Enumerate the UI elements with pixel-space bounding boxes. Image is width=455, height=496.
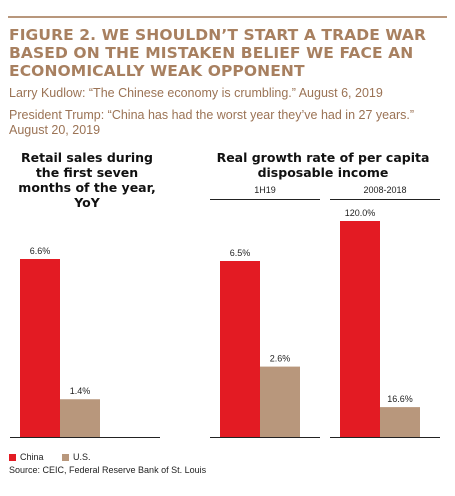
data-label-income-2008-2018-china: 120.0% <box>345 208 376 218</box>
source-note: Source: CEIC, Federal Reserve Bank of St… <box>9 465 207 475</box>
group-rule-2008-2018 <box>330 199 440 200</box>
group-label-1h19: 1H19 <box>254 185 276 195</box>
figure-title: FIGURE 2. WE SHOULDN’T START A TRADE WAR… <box>9 26 427 80</box>
legend-us-label: U.S. <box>73 452 91 462</box>
data-label-retail-china: 6.6% <box>30 246 51 256</box>
data-label-income-2008-2018-us: 16.6% <box>387 394 413 404</box>
legend-us: U.S. <box>62 452 91 462</box>
legend-china-label: China <box>20 452 44 462</box>
legend-china: China <box>9 452 44 462</box>
bar-income-1h19-china <box>220 261 260 437</box>
data-label-income-1h19-china: 6.5% <box>230 248 251 258</box>
group-rule-1h19 <box>210 199 320 200</box>
data-label-retail-us: 1.4% <box>70 386 91 396</box>
trump-quote: President Trump: “China has had the wors… <box>9 108 415 137</box>
legend-china-swatch <box>9 454 16 461</box>
bar-retail-us <box>60 399 100 437</box>
top-rule <box>8 16 447 18</box>
bar-income-2008-2018-us <box>380 407 420 437</box>
kudlow-quote: Larry Kudlow: “The Chinese economy is cr… <box>9 86 383 100</box>
bar-income-1h19-us <box>260 366 300 437</box>
legend-us-swatch <box>62 454 69 461</box>
group-label-2008-2018: 2008-2018 <box>363 185 407 195</box>
bar-retail-china <box>20 259 60 437</box>
income-panel-title: Real growth rate of per capita disposabl… <box>216 150 430 180</box>
data-label-income-1h19-us: 2.6% <box>270 354 291 364</box>
bar-income-2008-2018-china <box>340 221 380 437</box>
retail-panel-title: Retail sales during the first seven mont… <box>18 150 156 210</box>
